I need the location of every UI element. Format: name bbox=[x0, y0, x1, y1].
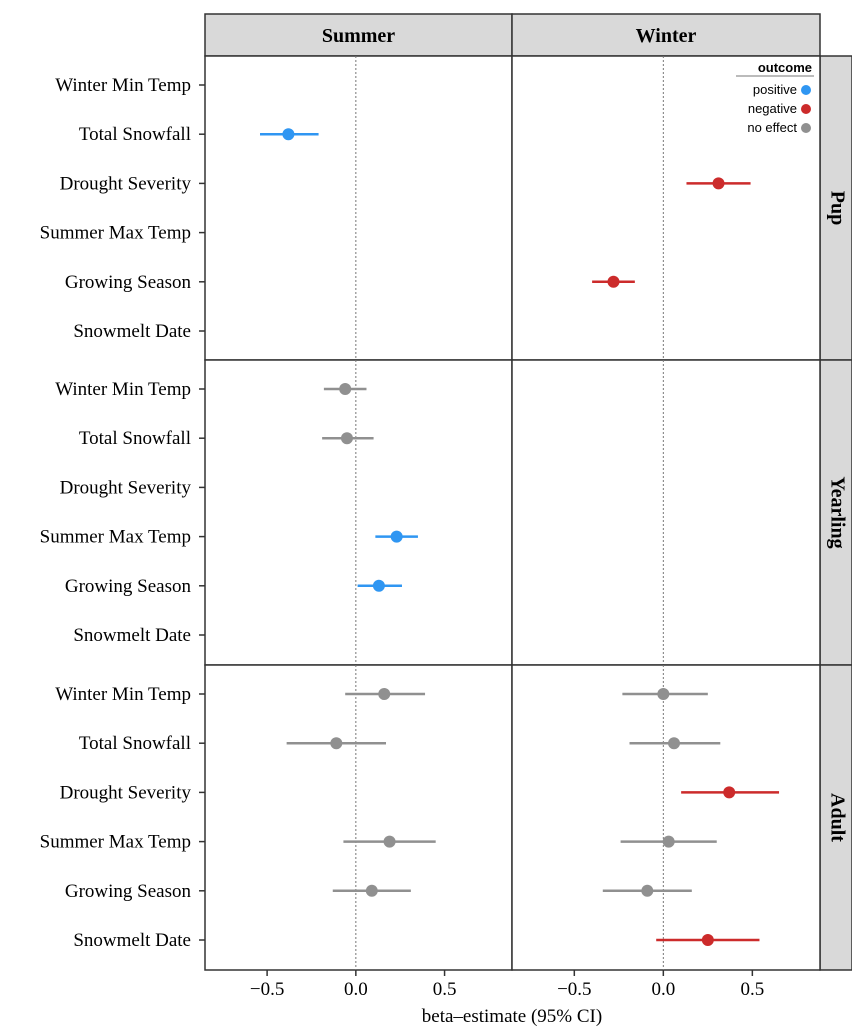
point-estimate bbox=[641, 884, 654, 897]
legend-swatch bbox=[801, 123, 811, 133]
y-tick-label: Summer Max Temp bbox=[40, 223, 191, 244]
y-tick-label: Total Snowfall bbox=[79, 124, 191, 145]
row-strip-label: Yearling bbox=[826, 476, 848, 548]
y-tick-label: Growing Season bbox=[65, 576, 192, 597]
x-tick-label: 0.5 bbox=[433, 979, 457, 1000]
column-strip-winter bbox=[511, 13, 821, 57]
y-tick-label: Snowmelt Date bbox=[73, 625, 191, 646]
row-strip-label: Pup bbox=[826, 191, 848, 225]
y-tick-label: Total Snowfall bbox=[79, 733, 191, 754]
legend-title: outcome bbox=[758, 60, 812, 75]
panel-adult-winter bbox=[511, 664, 821, 971]
legend-label: no effect bbox=[747, 120, 797, 135]
y-tick-label: Total Snowfall bbox=[79, 428, 191, 449]
point-estimate bbox=[712, 177, 725, 190]
point-estimate bbox=[339, 383, 352, 395]
x-tick-label: 0.5 bbox=[740, 979, 764, 1000]
column-strip-label: Winter bbox=[636, 25, 697, 47]
point-estimate bbox=[365, 884, 378, 897]
column-strip-label: Summer bbox=[322, 25, 395, 47]
x-axis-title: beta–estimate (95% CI) bbox=[422, 1006, 602, 1027]
point-estimate bbox=[723, 786, 736, 799]
point-estimate bbox=[383, 835, 396, 848]
legend-swatch bbox=[801, 85, 811, 95]
y-tick-label: Snowmelt Date bbox=[73, 321, 191, 342]
y-tick-label: Winter Min Temp bbox=[55, 75, 191, 96]
y-tick-label: Drought Severity bbox=[60, 782, 192, 803]
panel-adult-summer bbox=[204, 664, 513, 971]
y-tick-label: Growing Season bbox=[65, 272, 192, 293]
y-tick-label: Winter Min Temp bbox=[55, 379, 191, 400]
point-estimate bbox=[701, 934, 714, 946]
y-tick-label: Summer Max Temp bbox=[40, 527, 191, 548]
y-tick-label: Growing Season bbox=[65, 881, 192, 902]
y-tick-label: Winter Min Temp bbox=[55, 684, 191, 705]
point-estimate bbox=[372, 579, 385, 592]
legend-swatch bbox=[801, 104, 811, 114]
x-tick-label: −0.5 bbox=[250, 979, 284, 1000]
point-estimate bbox=[657, 688, 670, 700]
row-strip-adult bbox=[819, 664, 852, 971]
legend-label: positive bbox=[753, 82, 797, 97]
point-estimate bbox=[662, 835, 675, 848]
point-estimate bbox=[330, 737, 343, 750]
y-tick-label: Snowmelt Date bbox=[73, 930, 191, 951]
point-estimate bbox=[668, 737, 681, 750]
point-estimate bbox=[607, 275, 620, 288]
panel-yearling-summer bbox=[204, 359, 513, 666]
y-tick-label: Drought Severity bbox=[60, 477, 192, 498]
panel-yearling-winter bbox=[511, 359, 821, 666]
x-tick-label: 0.0 bbox=[344, 979, 368, 1000]
panel-pup-summer bbox=[204, 55, 513, 361]
legend: outcome positive negative no effect bbox=[736, 60, 814, 135]
panel-pup-winter bbox=[511, 55, 821, 361]
y-tick-label: Summer Max Temp bbox=[40, 832, 191, 853]
point-estimate bbox=[378, 688, 391, 700]
legend-label: negative bbox=[748, 101, 797, 116]
point-estimate bbox=[390, 530, 403, 543]
point-estimate bbox=[340, 432, 353, 445]
y-tick-label: Drought Severity bbox=[60, 173, 192, 194]
x-tick-label: −0.5 bbox=[557, 979, 591, 1000]
point-estimate bbox=[282, 128, 295, 141]
column-strip-summer bbox=[204, 13, 513, 57]
x-tick-label: 0.0 bbox=[651, 979, 675, 1000]
row-strip-label: Adult bbox=[826, 793, 848, 842]
